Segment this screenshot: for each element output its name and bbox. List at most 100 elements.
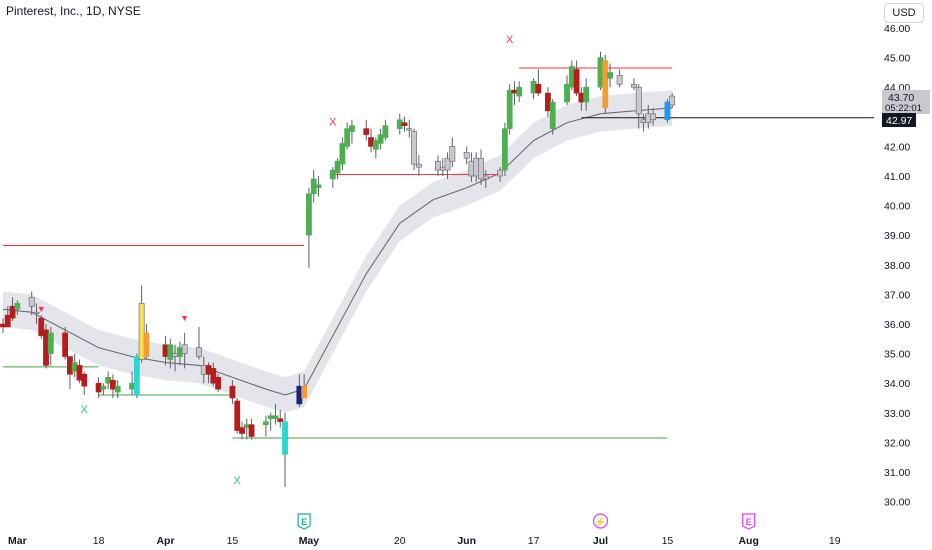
horizontal-levels [3, 67, 874, 439]
candle-body [167, 344, 174, 360]
candle-body [578, 92, 585, 103]
candle-body [114, 385, 121, 393]
candle-body [133, 356, 140, 396]
crosshair-price-tag: 42.97 [886, 115, 912, 127]
candle-body [406, 128, 413, 131]
envelope-band [3, 90, 673, 413]
earnings-icon: E [742, 513, 756, 530]
candle-body [9, 305, 16, 319]
candle-body [377, 134, 384, 144]
candle-body [463, 152, 470, 159]
candle-body [47, 332, 54, 354]
candle-body [243, 424, 250, 428]
price-tick-label: 31.00 [884, 467, 910, 479]
crosshair-price-tag-bg [882, 113, 916, 127]
currency-button[interactable]: USD [884, 3, 924, 23]
candle-body [501, 128, 508, 171]
candle-body [535, 83, 542, 94]
candle-body [210, 368, 217, 384]
candle-body [310, 178, 317, 195]
signal-x-marker: X [329, 117, 337, 129]
price-tick-label: 42.00 [884, 141, 910, 153]
time-tick-label: Aug [738, 535, 758, 547]
candle-body [272, 415, 279, 420]
candle-body [573, 69, 580, 94]
signal-triangle-marker: ▼ [180, 313, 189, 323]
time-axis[interactable]: Mar 18 Apr 15 May 20 Jun 17 Jul 15 Aug 19 [8, 535, 841, 547]
time-tick-label: 15 [662, 535, 674, 547]
envelope-band-area [3, 90, 673, 413]
candle-body [506, 89, 513, 129]
candle-body [602, 60, 609, 109]
price-axis[interactable]: 30.00 31.00 32.00 33.00 34.00 35.00 36.00 37.00… [884, 23, 910, 509]
candle-body [234, 400, 241, 431]
candle-body [129, 382, 135, 390]
candle-body [239, 427, 245, 434]
candle-body [282, 421, 288, 455]
candle-body [277, 418, 284, 422]
candle-body [339, 143, 346, 165]
time-tick-label: May [299, 535, 320, 547]
time-tick-label: Apr [156, 535, 174, 547]
last-price-tag-bg [882, 90, 930, 114]
event-letter: E [301, 517, 307, 527]
candle-body [196, 347, 202, 357]
candle-body [372, 140, 379, 150]
earnings-badge [742, 513, 756, 530]
candle-body [583, 86, 590, 103]
candle-body [62, 332, 69, 357]
earnings-badge [297, 513, 311, 530]
candle-body [176, 347, 183, 357]
candle-body [296, 385, 303, 405]
candle-body [334, 160, 341, 174]
candle-body [401, 122, 408, 126]
candle-body [138, 302, 145, 360]
signal-x-marker: X [506, 34, 514, 46]
candle-body [435, 160, 441, 171]
time-tick-label: 20 [394, 535, 406, 547]
candle-body [181, 344, 188, 354]
candle-body [640, 119, 647, 124]
candlesticks [0, 51, 676, 487]
candle-body [396, 119, 403, 129]
time-tick-label: 15 [227, 535, 239, 547]
candle-body [67, 356, 73, 375]
candle-body [306, 193, 312, 236]
candle-body [81, 374, 88, 387]
price-tick-label: 38.00 [884, 260, 910, 272]
candle-body [43, 329, 49, 366]
candle-body [205, 365, 212, 375]
candle-body [315, 184, 322, 189]
candle-body [664, 101, 671, 121]
candle-body [349, 125, 355, 132]
candle-body [200, 365, 207, 375]
price-tick-label: 41.00 [884, 171, 910, 183]
candle-body [415, 163, 422, 168]
price-tick-label: 36.00 [884, 319, 910, 331]
candle-body [669, 95, 676, 106]
candle-body [229, 385, 236, 399]
signal-x-marker: X [81, 404, 89, 416]
event-letter: ⚡ [595, 516, 606, 528]
price-tick-label: 35.00 [884, 349, 910, 361]
price-tick-label: 34.00 [884, 378, 910, 390]
candle-body [363, 128, 370, 135]
signal-x-marker: X [234, 475, 242, 487]
candle-body [100, 385, 107, 390]
price-tick-label: 33.00 [884, 408, 910, 420]
candle-body [110, 379, 116, 390]
moving-average [2, 107, 673, 396]
candle-body [549, 101, 556, 129]
candle-body [162, 344, 169, 357]
candle-body [411, 131, 417, 165]
time-tick-label: Mar [8, 535, 27, 547]
chart-title: Pinterest, Inc., 1D, NYSE [6, 4, 141, 18]
candle-body [568, 66, 575, 88]
candle-body [301, 385, 308, 399]
candle-body [33, 311, 40, 314]
dividend-split-icon: ⚡ [592, 513, 609, 529]
candle-body [267, 415, 274, 420]
price-tick-label: 37.00 [884, 289, 910, 301]
event-markers: E ⚡ E [297, 513, 756, 530]
